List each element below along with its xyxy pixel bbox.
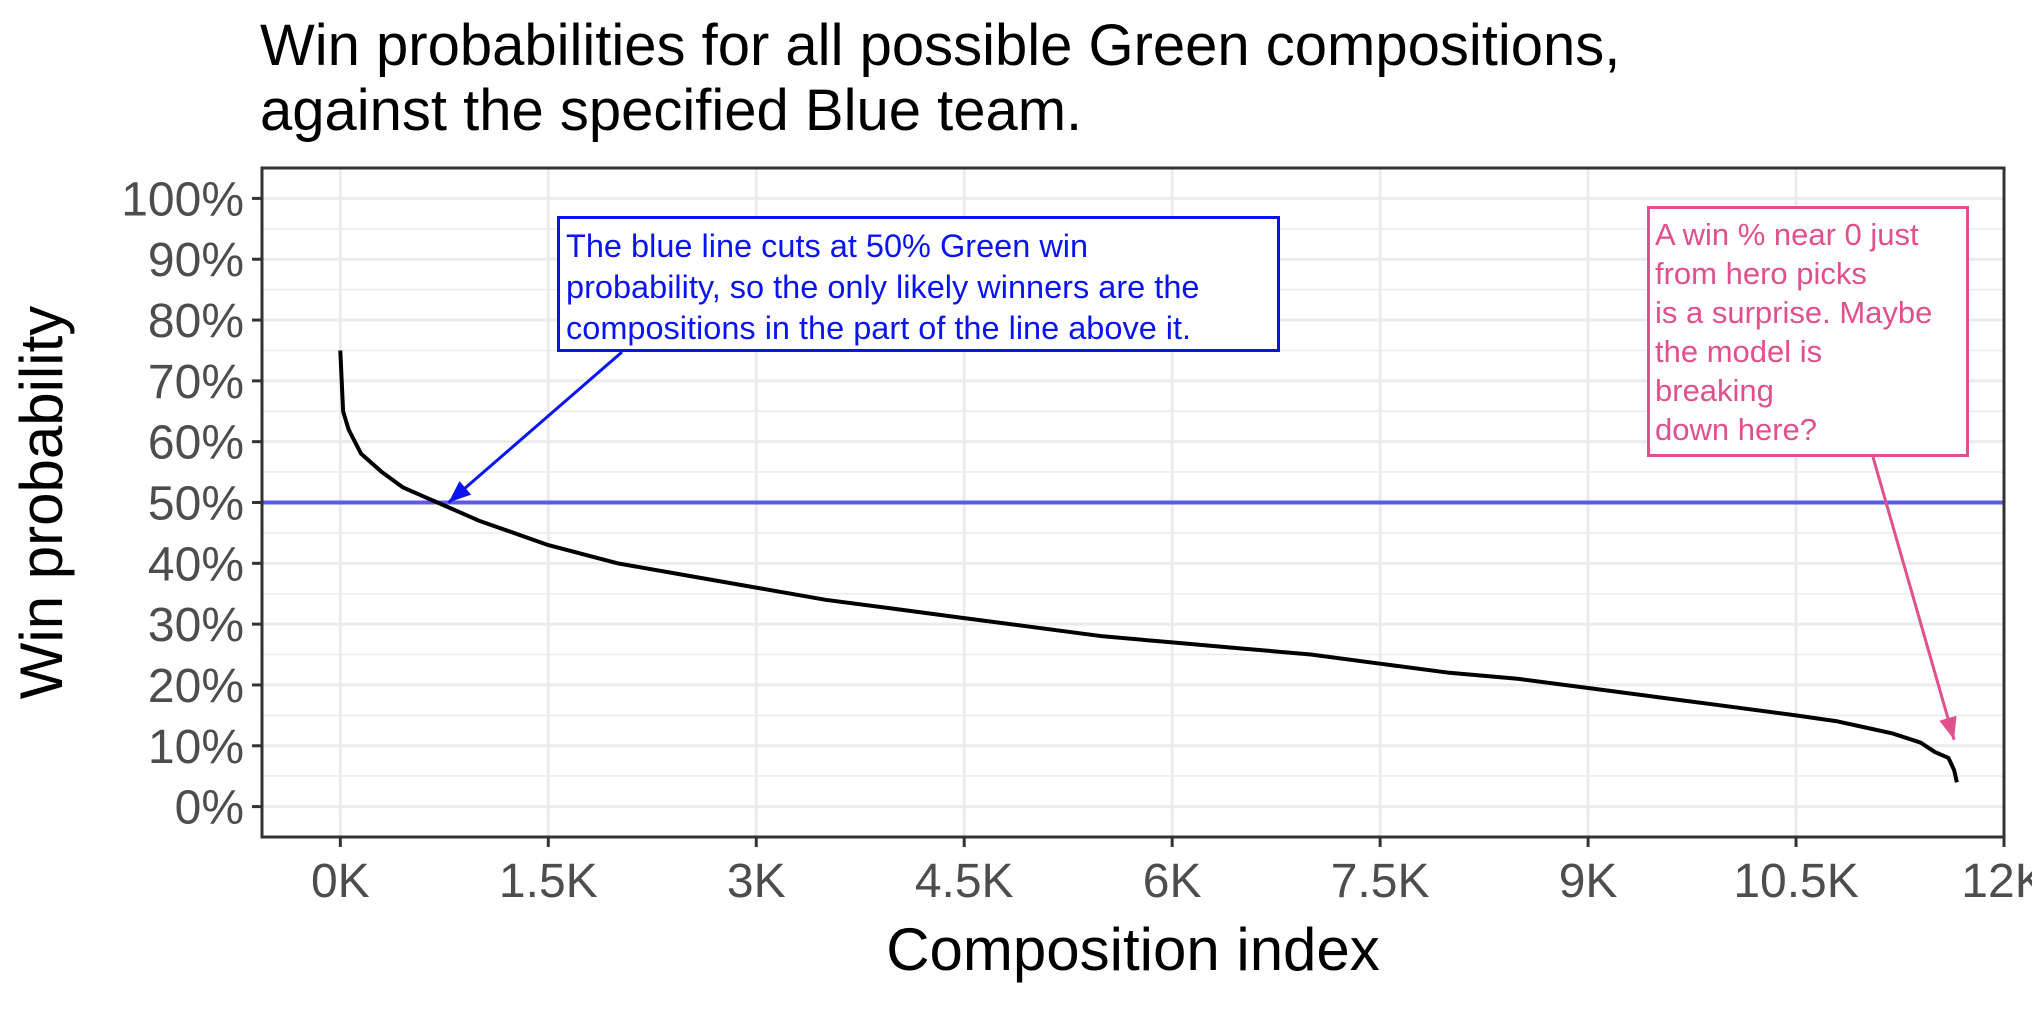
y-tick-label: 0% — [175, 782, 244, 835]
y-tick-label: 100% — [121, 173, 244, 226]
x-tick-label: 9K — [1559, 855, 1618, 908]
annotation-pink-line-3: is a surprise. Maybe — [1655, 295, 1933, 330]
x-tick-label: 1.5K — [499, 855, 598, 908]
x-tick-label: 6K — [1143, 855, 1202, 908]
x-tick-label: 4.5K — [915, 855, 1014, 908]
annotation-arrowhead-blue — [448, 481, 472, 503]
annotation-pink-line-2: from hero picks — [1655, 256, 1867, 291]
series-line — [338, 350, 1959, 783]
y-tick-label: 90% — [148, 234, 244, 287]
y-axis-title: Win probability — [8, 306, 75, 700]
x-axis-title: Composition index — [886, 916, 1380, 983]
y-tick-label: 30% — [148, 599, 244, 652]
x-tick-label: 3K — [727, 855, 786, 908]
x-axis-ticks: 0K 1.5K 3K 4.5K 6K 7.5K 9K 10.5K 12K — [311, 837, 2032, 908]
annotation-arrow-pink — [1871, 456, 1956, 741]
x-tick-label: 0K — [311, 855, 370, 908]
chart-title-line-1: Win probabilities for all possible Green… — [260, 13, 1621, 78]
annotation-pink-line-6: down here? — [1655, 412, 1818, 447]
x-tick-label: 7.5K — [1331, 855, 1430, 908]
annotation-arrow-blue — [447, 350, 623, 504]
y-axis-ticks: 0% 10% 20% 30% 40% 50% 60% 70% 80% 90% 100% — [121, 173, 262, 835]
y-tick-label: 20% — [148, 660, 244, 713]
chart-title-line-2: against the specified Blue team. — [260, 78, 1083, 143]
y-tick-label: 10% — [148, 721, 244, 774]
y-tick-label: 60% — [148, 417, 244, 470]
annotation-pink-note: A win % near 0 just from hero picks is a… — [1647, 206, 1969, 457]
y-tick-label: 70% — [148, 356, 244, 409]
annotation-blue-line-2: probability, so the only likely winners … — [566, 269, 1200, 305]
annotation-pink-line-1: A win % near 0 just — [1655, 217, 1919, 252]
x-tick-label: 10.5K — [1733, 855, 1858, 908]
y-tick-label: 50% — [148, 478, 244, 531]
x-tick-label: 12K — [1961, 855, 2032, 908]
series-layer — [338, 350, 1959, 783]
annotation-pink-line-4: the model is — [1655, 334, 1823, 369]
annotation-blue-line-3: compositions in the part of the line abo… — [566, 310, 1192, 346]
y-tick-label: 80% — [148, 295, 244, 348]
annotation-pink-line-5: breaking — [1655, 373, 1774, 408]
annotation-arrows — [447, 350, 1957, 741]
annotation-blue-line-note: The blue line cuts at 50% Green win prob… — [557, 216, 1280, 352]
annotation-blue-line-1: The blue line cuts at 50% Green win — [566, 228, 1089, 264]
annotation-arrowhead-pink — [1939, 715, 1957, 740]
y-tick-label: 40% — [148, 538, 244, 591]
